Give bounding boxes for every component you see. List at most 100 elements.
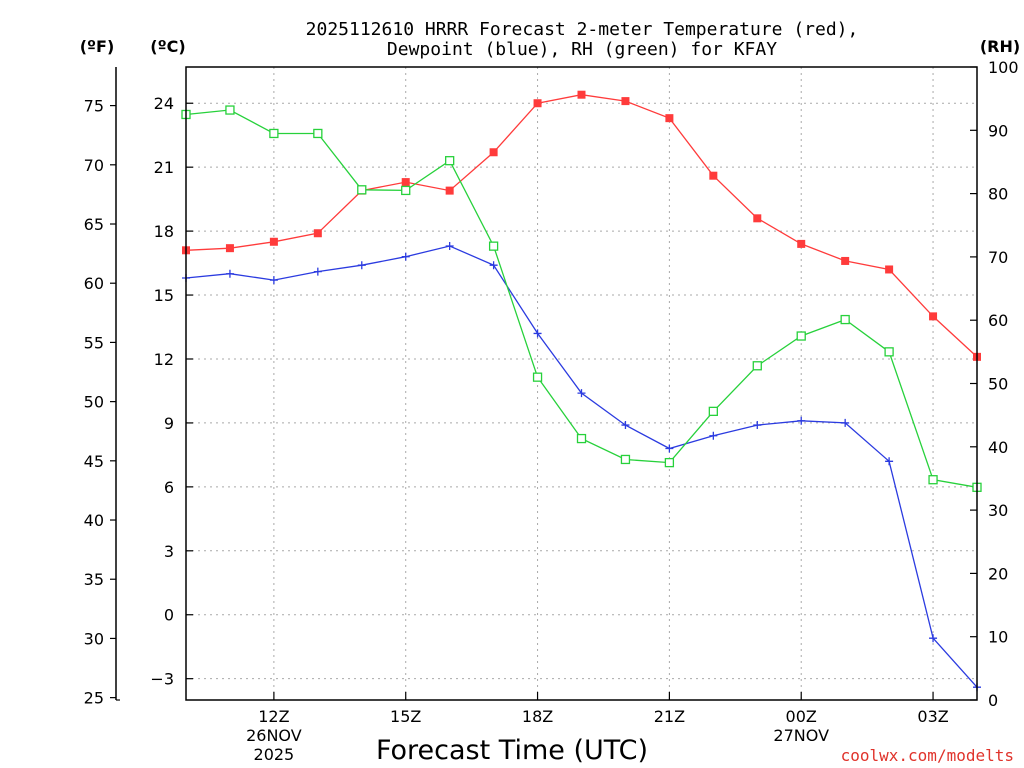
celsius-tick-label: 0 xyxy=(164,606,174,625)
temperature-point xyxy=(709,171,718,180)
fahrenheit-tick-label: 45 xyxy=(84,452,104,471)
dewpoint-point xyxy=(797,416,806,425)
fahrenheit-tick-label: 25 xyxy=(84,689,104,708)
temperature-point xyxy=(225,244,234,253)
rh-point xyxy=(796,331,806,341)
temperature-point xyxy=(841,256,850,265)
rh-point xyxy=(928,475,938,485)
x-axis-title: Forecast Time (UTC) xyxy=(376,735,648,766)
time-tick-label: 18Z xyxy=(522,707,553,726)
fahrenheit-tick-label: 65 xyxy=(84,215,104,234)
fahrenheit-tick-label: 75 xyxy=(84,97,104,116)
rh-point xyxy=(664,457,675,468)
time-tick-label: 21Z xyxy=(654,707,685,726)
celsius-unit-label: (ºC) xyxy=(150,37,185,56)
rh-tick-label: 50 xyxy=(988,375,1008,394)
temperature-point xyxy=(445,186,454,195)
dewpoint-point xyxy=(841,418,850,427)
chart-title-line1: 2025112610 HRRR Forecast 2-meter Tempera… xyxy=(306,19,859,40)
time-tick-label: 12Z xyxy=(258,707,289,726)
temperature-point xyxy=(577,90,586,99)
temperature-point xyxy=(533,99,542,108)
temperature-point xyxy=(797,239,806,248)
dewpoint-point xyxy=(709,431,718,440)
rh-tick-label: 30 xyxy=(988,501,1008,520)
temperature-point xyxy=(313,229,322,238)
rh-point xyxy=(532,372,543,382)
rh-point xyxy=(752,361,762,371)
celsius-tick-label: 6 xyxy=(164,478,174,497)
temperature-point xyxy=(929,312,938,321)
fahrenheit-tick-label: 70 xyxy=(84,156,104,175)
chart-title-line2: Dewpoint (blue), RH (green) for KFAY xyxy=(387,39,777,60)
series-layer xyxy=(181,90,982,692)
plot-frame xyxy=(185,66,978,701)
rh-tick-label: 10 xyxy=(988,628,1008,647)
temperature-point xyxy=(753,214,762,223)
celsius-axis: −3 0 3 6 9 12 15 18 21 24 xyxy=(150,94,193,689)
rh-point xyxy=(488,241,499,251)
rh-point xyxy=(708,406,718,417)
celsius-tick-label: 21 xyxy=(154,158,174,177)
rh-axis: 0 10 20 30 40 50 60 70 80 90 100 xyxy=(970,58,1019,710)
dewpoint-point xyxy=(621,421,630,430)
dewpoint-point xyxy=(929,634,938,643)
rh-tick-label: 90 xyxy=(988,121,1008,140)
fahrenheit-unit-label: (ºF) xyxy=(80,37,115,56)
celsius-tick-label: −3 xyxy=(150,670,174,689)
rh-point xyxy=(313,128,323,139)
celsius-tick-label: 24 xyxy=(154,94,174,113)
rh-point xyxy=(445,156,455,166)
temperature-point xyxy=(401,178,410,187)
fahrenheit-tick-label: 55 xyxy=(84,333,104,352)
rh-tick-label: 60 xyxy=(988,311,1008,330)
date-label: 26NOV xyxy=(246,726,302,745)
dewpoint-point xyxy=(445,242,454,251)
dewpoint-point xyxy=(665,444,674,453)
rh-point xyxy=(840,314,850,325)
dewpoint-point xyxy=(533,329,542,338)
series-rh xyxy=(181,105,982,492)
dewpoint-point xyxy=(577,389,586,398)
rh-tick-label: 40 xyxy=(988,438,1008,457)
rh-point xyxy=(884,347,894,357)
rh-tick-label: 20 xyxy=(988,564,1008,583)
rh-point xyxy=(269,128,279,139)
rh-point xyxy=(401,185,411,196)
celsius-tick-label: 18 xyxy=(154,222,174,241)
rh-tick-label: 80 xyxy=(988,185,1008,204)
time-tick-label: 03Z xyxy=(917,707,948,726)
series-dewpoint xyxy=(182,242,981,692)
dewpoint-point xyxy=(401,252,410,261)
celsius-tick-label: 9 xyxy=(164,414,174,433)
temperature-point xyxy=(269,237,278,246)
fahrenheit-tick-label: 35 xyxy=(84,570,104,589)
dewpoint-point xyxy=(753,421,762,430)
dewpoint-point xyxy=(225,269,234,278)
rh-tick-label: 70 xyxy=(988,248,1008,267)
celsius-tick-label: 3 xyxy=(164,542,174,561)
rh-tick-label: 100 xyxy=(988,58,1019,77)
rh-point xyxy=(576,433,587,444)
credit-label: coolwx.com/modelts xyxy=(841,746,1014,765)
dewpoint-point xyxy=(269,276,278,285)
date-label: 27NOV xyxy=(773,726,829,745)
time-tick-label: 00Z xyxy=(786,707,817,726)
year-label: 2025 xyxy=(254,745,295,764)
dewpoint-point xyxy=(885,457,894,466)
fahrenheit-tick-label: 60 xyxy=(84,274,104,293)
dewpoint-point xyxy=(313,267,322,276)
rh-unit-label: (RH) xyxy=(980,37,1020,56)
temperature-point xyxy=(621,97,630,106)
rh-point xyxy=(620,454,631,465)
fahrenheit-tick-label: 30 xyxy=(84,629,104,648)
temperature-point xyxy=(489,148,498,157)
rh-point xyxy=(225,105,235,115)
dewpoint-point xyxy=(489,261,498,270)
time-tick-label: 15Z xyxy=(390,707,421,726)
celsius-tick-label: 12 xyxy=(154,350,174,369)
fahrenheit-tick-label: 40 xyxy=(84,511,104,530)
